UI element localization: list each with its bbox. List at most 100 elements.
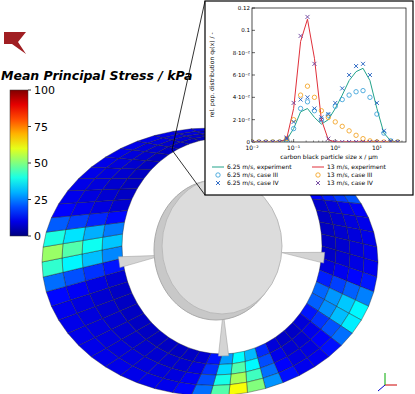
legend-label: 13 m/s, case IV (327, 179, 374, 186)
axis-triad (378, 385, 385, 391)
data-point (291, 126, 295, 130)
data-point (312, 95, 316, 99)
colorbar-tick-label: 100 (34, 84, 55, 97)
colorbar-tick (28, 90, 31, 91)
mesh-cell (46, 216, 70, 232)
legend-label: 6.25 m/s, case IV (227, 179, 280, 186)
data-point (389, 140, 393, 142)
data-point (347, 93, 351, 97)
data-point (326, 112, 330, 116)
data-point (257, 140, 261, 142)
data-point (271, 140, 275, 142)
data-point (257, 140, 261, 142)
y-tick (252, 97, 255, 98)
series-line (252, 19, 398, 142)
data-point (347, 129, 351, 133)
mesh-cell (91, 157, 119, 168)
y-tick (252, 52, 255, 53)
y-tick (252, 119, 255, 120)
data-point (368, 95, 372, 99)
data-point (340, 140, 344, 142)
data-point (264, 140, 268, 142)
mesh-cell (247, 378, 266, 392)
data-point (252, 140, 254, 142)
data-point (340, 124, 344, 128)
y-tick-label: 8·10⁻² (233, 50, 250, 56)
data-point (354, 140, 358, 142)
colorbar (10, 90, 28, 236)
rotor-blade (282, 252, 325, 263)
data-point (299, 98, 303, 102)
data-point (340, 97, 344, 101)
data-point (326, 137, 330, 141)
legend-swatch (316, 181, 320, 185)
colorbar-tick-label: 0 (34, 230, 41, 243)
data-point (333, 140, 337, 142)
x-tick-label: 10⁻² (245, 144, 259, 151)
data-point (305, 15, 309, 19)
x-minor-tick (306, 140, 307, 142)
data-point (361, 62, 365, 66)
data-point (347, 140, 351, 142)
data-point (285, 136, 289, 140)
y-tick (252, 8, 255, 9)
data-point (298, 93, 302, 97)
data-point (291, 117, 295, 121)
data-point (305, 95, 309, 99)
colorbar-tick-label: 75 (34, 121, 48, 134)
colorbar-title: Mean Principal Stress / kPa (1, 68, 192, 83)
data-point (389, 140, 393, 142)
zoom-line (172, 1, 205, 150)
colorbar-tick (28, 126, 31, 127)
data-point (257, 140, 261, 142)
data-point (292, 101, 296, 105)
x-minor-tick (401, 140, 402, 142)
data-point (305, 100, 309, 104)
y-tick-label: 0.12 (238, 5, 250, 11)
mesh-cell (321, 234, 336, 250)
legend-swatch (212, 167, 224, 168)
data-point (278, 140, 282, 142)
axis-triad (385, 385, 397, 386)
rotor-hub-face (162, 178, 282, 314)
data-point (340, 86, 344, 90)
data-point (278, 140, 282, 142)
x-minor-tick (313, 140, 314, 142)
data-point (396, 140, 400, 142)
x-minor-tick (328, 140, 329, 142)
data-point (319, 109, 323, 113)
legend-label: 13 m/s, case III (327, 171, 373, 178)
data-point (271, 140, 275, 142)
data-point (271, 140, 275, 142)
x-minor-tick (322, 140, 323, 142)
data-point (264, 140, 268, 142)
data-point (382, 129, 386, 133)
data-point (354, 133, 358, 137)
data-point (368, 140, 372, 142)
data-point (299, 34, 303, 38)
data-point (264, 140, 268, 142)
legend-swatch (316, 173, 320, 177)
mesh-cell (68, 179, 95, 191)
data-point (264, 140, 268, 142)
data-point (347, 73, 351, 77)
data-point (375, 101, 379, 105)
mesh-cell (59, 190, 86, 204)
y-tick-label: 6·10⁻² (233, 72, 250, 78)
mesh-cell (363, 244, 378, 262)
x-minor-tick (291, 140, 292, 142)
data-point (312, 107, 316, 111)
inset-frame (205, 1, 413, 195)
legend-swatch (312, 167, 324, 168)
x-tick-label: 10⁻¹ (287, 144, 301, 151)
logo (4, 32, 26, 54)
legend-label: 13 m/s, experiment (327, 163, 386, 171)
figure: Mean Principal Stress / kPa025507510002·… (0, 0, 415, 394)
data-point (278, 140, 282, 142)
x-tick-label: 10⁰ (330, 144, 341, 151)
data-point (396, 140, 400, 142)
data-point (361, 140, 365, 142)
data-point (319, 118, 323, 122)
x-axis-label: carbon black particle size x / μm (280, 153, 378, 161)
y-axis-label: rel. pop. distribution q₀(x) / - (208, 32, 216, 117)
